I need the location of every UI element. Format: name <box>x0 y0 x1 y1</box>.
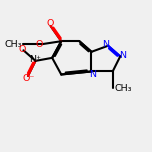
Text: CH₃: CH₃ <box>4 40 22 49</box>
Text: N: N <box>89 70 96 79</box>
Text: O: O <box>18 45 26 54</box>
Text: N: N <box>102 40 109 49</box>
Text: O: O <box>47 19 54 28</box>
Text: N: N <box>119 51 126 60</box>
Text: O: O <box>36 40 43 49</box>
Text: O⁻: O⁻ <box>22 74 35 83</box>
Text: CH₃: CH₃ <box>114 84 132 93</box>
Text: N⁺: N⁺ <box>29 55 41 64</box>
